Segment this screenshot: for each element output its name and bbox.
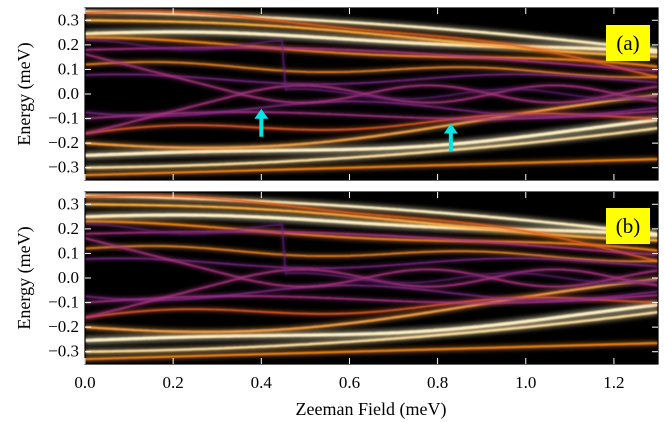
band-line: [85, 220, 658, 252]
y-tick-label: −0.1: [48, 293, 79, 312]
arrow-head: [254, 108, 269, 119]
y-tick-label: 0.0: [58, 268, 79, 287]
band-line: [85, 268, 658, 319]
y-tick-label: 0.3: [58, 194, 79, 213]
panel-a-arrows: [254, 108, 458, 152]
x-tick-label: 0.8: [427, 373, 448, 392]
x-tick-label: 1.0: [515, 373, 536, 392]
band-line: [85, 194, 658, 262]
band-line: [85, 84, 658, 135]
y-tick-label: −0.1: [48, 109, 79, 128]
band-line: [85, 284, 658, 301]
x-tick-label: 0.0: [74, 373, 95, 392]
y-tick-label: 0.3: [58, 10, 79, 29]
panel-a-ylabel: Energy (meV): [14, 42, 35, 145]
panel-a: −0.3 −0.2 −0.1 0.0 0.1 0.2 0.3 (a) Energy (meV…: [14, 7, 659, 181]
band-line: [85, 213, 658, 237]
y-tick-label: −0.3: [48, 158, 79, 177]
panel-a-bands: [85, 8, 658, 178]
band-line: [85, 303, 658, 342]
y-tick-label: 0.2: [58, 35, 79, 54]
y-tick-label: −0.3: [48, 342, 79, 361]
band-line: [85, 223, 658, 284]
x-tick-label: 1.2: [603, 373, 624, 392]
y-tick-label: −0.2: [48, 317, 79, 336]
y-tick-label: 0.1: [58, 59, 79, 78]
x-axis-label: Zeeman Field (meV): [296, 399, 447, 420]
band-line: [85, 126, 658, 169]
panel-b-label-box: [606, 208, 650, 244]
band-line: [85, 203, 658, 242]
panel-b: −0.3 −0.2 −0.1 0.0 0.1 0.2 0.3 0.0 0.2 0.4 0.6 0.8 1…: [14, 191, 659, 392]
panel-a-label-box: [606, 25, 650, 61]
band-line: [85, 19, 658, 58]
band-line: [85, 245, 658, 263]
y-tick-label: 0.2: [58, 219, 79, 238]
band-line: [85, 61, 658, 79]
band-line: [85, 30, 658, 54]
band-line: [85, 237, 658, 288]
y-tick-label: 0.0: [58, 84, 79, 103]
band-line: [85, 47, 658, 72]
band-line: [85, 231, 658, 256]
band-line: [85, 278, 658, 333]
x-tick-label: 0.2: [163, 373, 184, 392]
band-line: [85, 310, 658, 353]
y-tick-label: 0.1: [58, 243, 79, 262]
panel-b-ticks: −0.3 −0.2 −0.1 0.0 0.1 0.2 0.3 0.0 0.2 0.4 0.6 0.8 1…: [48, 192, 658, 392]
band-line: [85, 94, 658, 149]
band-line: [85, 100, 658, 117]
band-line: [85, 53, 658, 104]
band-line: [85, 36, 658, 68]
band-line: [85, 39, 658, 100]
y-tick-label: −0.2: [48, 133, 79, 152]
x-tick-label: 0.4: [251, 373, 273, 392]
band-line: [85, 118, 658, 157]
band-line: [85, 158, 658, 177]
band-line: [85, 10, 658, 78]
band-line: [85, 342, 658, 361]
panel-b-ylabel: Energy (meV): [14, 226, 35, 329]
x-tick-label: 0.6: [339, 373, 360, 392]
arrow-head: [443, 123, 458, 134]
band-line: [85, 296, 658, 319]
band-line: [85, 112, 658, 135]
panel-a-ticks: −0.3 −0.2 −0.1 0.0 0.1 0.2 0.3: [48, 8, 658, 180]
panel-a-label: (a): [616, 31, 639, 55]
panel-b-bands: [85, 192, 658, 362]
panel-b-label: (b): [616, 214, 641, 238]
